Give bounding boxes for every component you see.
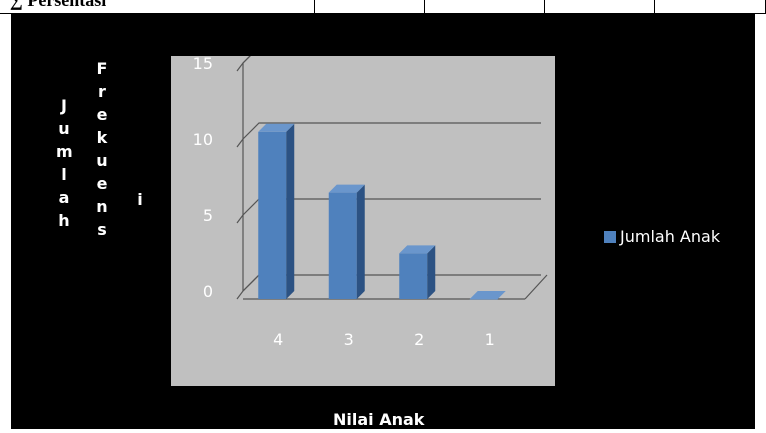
gridline xyxy=(236,198,541,224)
table-cell xyxy=(315,0,425,13)
x-tick-label: 1 xyxy=(485,330,495,349)
y-tick-label: 10 xyxy=(193,130,213,149)
table-cell-text: ∑ Persentasi xyxy=(10,0,107,10)
table-cell xyxy=(655,0,766,13)
legend: Jumlah Anak xyxy=(604,227,720,246)
y-title-inner-letter: F xyxy=(96,59,108,78)
y-title-inner-letter: k xyxy=(96,128,108,147)
floor-edge xyxy=(242,274,260,292)
legend-label: Jumlah Anak xyxy=(620,227,721,246)
floor-right xyxy=(524,274,548,300)
y-title-outer-letter: h xyxy=(58,211,70,230)
y-title-inner-letter: u xyxy=(96,151,108,170)
table-cell xyxy=(545,0,655,13)
gridline xyxy=(236,122,541,148)
bar-top xyxy=(399,245,436,254)
y-title-inner-letter: e xyxy=(96,105,108,124)
y-title-inner-letter: s xyxy=(97,220,107,239)
plot-area: 0 5 10 15 4 3 2 1 xyxy=(171,46,555,386)
bar xyxy=(469,299,498,300)
bar-chart-svg: 0 5 10 15 4 3 2 1 xyxy=(193,46,548,349)
table-cell-label: ∑ Persentasi xyxy=(0,0,315,13)
x-tick-label: 4 xyxy=(273,330,283,349)
gridline xyxy=(236,46,541,72)
bar-top xyxy=(469,291,506,299)
y-title-inner-letter: e xyxy=(96,174,108,193)
y-title-outer-letter: J xyxy=(61,96,67,115)
bar-side xyxy=(356,184,365,299)
x-tick-label: 2 xyxy=(414,330,424,349)
bar xyxy=(328,192,357,299)
bar-top xyxy=(328,184,365,193)
y-title-outer-letter: u xyxy=(58,119,70,138)
bar-top xyxy=(258,123,295,132)
wall-edge xyxy=(242,46,260,64)
y-title-inner-letter: r xyxy=(98,82,106,101)
y-title-inner-letter: n xyxy=(96,197,108,216)
legend-swatch xyxy=(604,230,616,243)
bar-side xyxy=(427,245,436,299)
bar-side xyxy=(286,123,295,299)
y-tick-label: 15 xyxy=(193,56,213,73)
y-title-outer-letter: a xyxy=(58,188,70,207)
x-axis-title: Nilai Anak xyxy=(333,410,425,429)
y-title-outer-letter: l xyxy=(61,165,67,184)
bar xyxy=(258,131,287,299)
table-cell xyxy=(425,0,545,13)
y-title-inner-letter: i xyxy=(137,190,143,209)
y-tick-label: 5 xyxy=(203,206,213,225)
x-tick-label: 3 xyxy=(344,330,354,349)
table-row-partial: ∑ Persentasi xyxy=(0,0,766,14)
y-tick-label: 0 xyxy=(203,282,213,301)
bar xyxy=(399,253,428,299)
y-title-outer-letter: m xyxy=(56,142,73,161)
